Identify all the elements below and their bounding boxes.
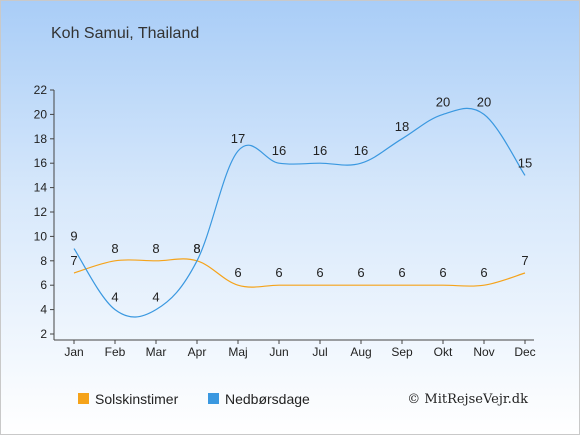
data-label-rain: 8: [193, 241, 200, 256]
x-tick-label: Okt: [434, 345, 453, 359]
series-line-rain: [73, 107, 526, 318]
data-label-sunshine: 7: [70, 253, 77, 268]
y-tick-label: 8: [40, 254, 47, 268]
x-tick-label: Jan: [64, 345, 83, 359]
x-tick-label: Maj: [228, 345, 247, 359]
x-tick-label: Jun: [269, 345, 288, 359]
data-label-rain: 16: [272, 143, 286, 158]
data-label-sunshine: 7: [521, 253, 528, 268]
data-label-sunshine: 6: [316, 265, 323, 280]
x-tick-label: Jul: [312, 345, 327, 359]
data-label-sunshine: 6: [439, 265, 446, 280]
x-tick-label: Dec: [514, 345, 535, 359]
data-label-sunshine: 8: [152, 241, 159, 256]
data-label-sunshine: 8: [193, 241, 200, 256]
legend-label-rain: Nedbørsdage: [225, 391, 310, 407]
data-label-sunshine: 6: [234, 265, 241, 280]
data-label-sunshine: 6: [480, 265, 487, 280]
x-tick-label: Nov: [473, 345, 494, 359]
y-tick-label: 20: [34, 107, 48, 121]
data-label-sunshine: 6: [398, 265, 405, 280]
x-tick-label: Feb: [105, 345, 126, 359]
data-label-rain: 4: [152, 290, 159, 305]
series-line-sunshine: [73, 258, 526, 288]
y-tick-label: 10: [34, 229, 48, 243]
y-tick-label: 16: [34, 156, 48, 170]
legend-swatch-rain: [208, 393, 219, 404]
y-tick-label: 4: [40, 303, 47, 317]
data-label-rain: 20: [436, 94, 450, 109]
data-label-rain: 4: [111, 290, 118, 305]
x-tick-label: Apr: [188, 345, 207, 359]
data-label-rain: 16: [354, 143, 368, 158]
x-tick-label: Sep: [391, 345, 413, 359]
legend-label-sunshine: Solskinstimer: [95, 391, 179, 407]
data-label-sunshine: 6: [357, 265, 364, 280]
copyright-text: © MitRejseVejr.dk: [407, 392, 528, 407]
legend-swatch-sunshine: [78, 393, 89, 404]
x-tick-label: Aug: [350, 345, 371, 359]
x-tick-label: Mar: [146, 345, 167, 359]
data-label-sunshine: 8: [111, 241, 118, 256]
data-label-rain: 18: [395, 119, 409, 134]
data-label-rain: 15: [518, 155, 532, 170]
y-tick-label: 12: [34, 205, 48, 219]
data-label-rain: 16: [313, 143, 327, 158]
data-label-rain: 20: [477, 94, 491, 109]
y-tick-label: 22: [34, 83, 48, 97]
data-label-sunshine: 6: [275, 265, 282, 280]
y-tick-label: 14: [34, 181, 48, 195]
y-tick-label: 6: [40, 278, 47, 292]
data-label-rain: 9: [70, 229, 77, 244]
data-label-rain: 17: [231, 131, 245, 146]
y-tick-label: 18: [34, 132, 48, 146]
y-tick-label: 2: [40, 327, 47, 341]
chart-title: Koh Samui, Thailand: [51, 25, 199, 42]
